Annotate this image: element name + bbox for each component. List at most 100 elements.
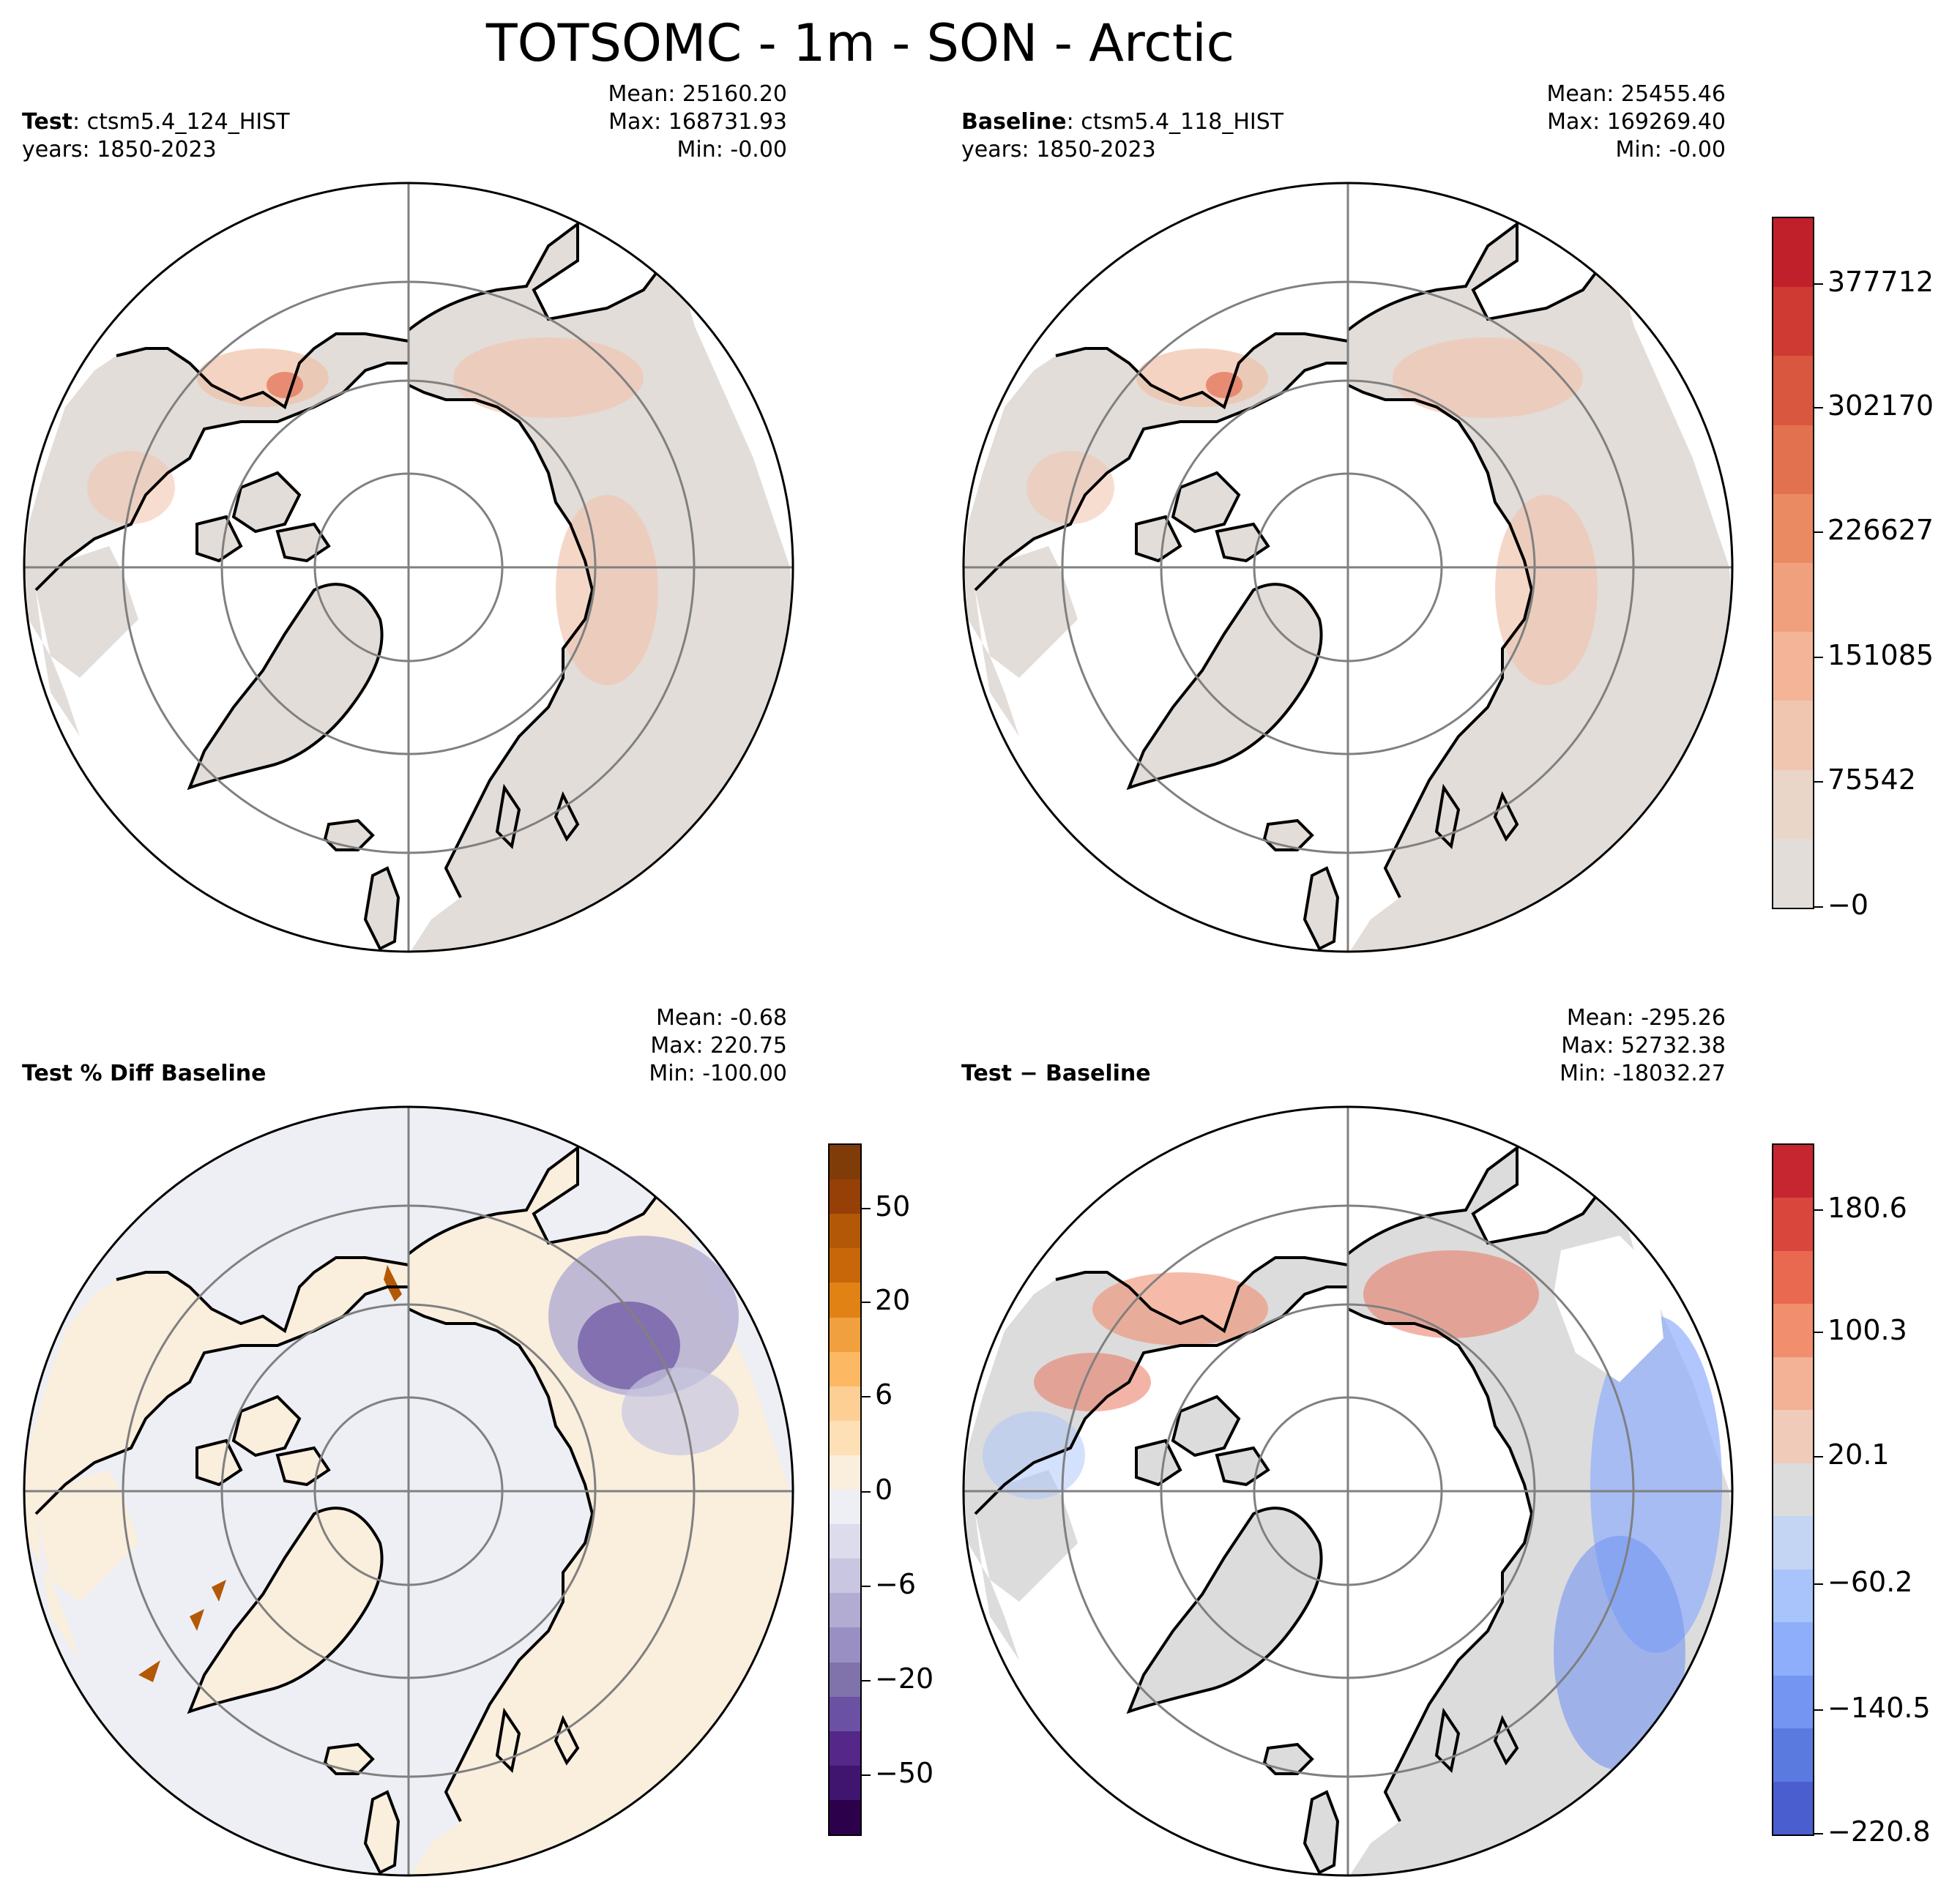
pct-colorbar-tick-label: 0 bbox=[875, 1474, 893, 1506]
pct-colorbar-band bbox=[830, 1696, 860, 1733]
baseline-label-bold: Baseline bbox=[961, 109, 1067, 135]
diff-colorbar-band bbox=[1773, 1463, 1813, 1518]
pct-colorbar-tick bbox=[862, 1208, 871, 1209]
baseline-map bbox=[962, 182, 1734, 953]
pct-colorbar-tick-label: −50 bbox=[875, 1757, 934, 1789]
pct-colorbar-band bbox=[830, 1455, 860, 1491]
pct-colorbar-tick bbox=[862, 1586, 871, 1587]
pct-colorbar-band bbox=[830, 1765, 860, 1802]
pct-colorbar-band bbox=[830, 1317, 860, 1354]
diff-colorbar-band bbox=[1773, 1198, 1813, 1253]
diff-colorbar-tick bbox=[1814, 1332, 1823, 1333]
test-label-case: : ctsm5.4_124_HIST bbox=[72, 109, 290, 135]
abs-colorbar-band bbox=[1773, 218, 1813, 288]
diff-colorbar-tick-label: 100.3 bbox=[1827, 1314, 1907, 1346]
pct-colorbar-tick bbox=[862, 1302, 871, 1303]
abs-colorbar-tick-label: 302170 bbox=[1827, 389, 1934, 422]
pct-colorbar-tick-label: 6 bbox=[875, 1378, 893, 1411]
abs-colorbar-tick bbox=[1814, 906, 1823, 908]
pct-colorbar-band bbox=[830, 1351, 860, 1388]
diff-colorbar-band bbox=[1773, 1356, 1813, 1411]
pct-colorbar-tick-label: 20 bbox=[875, 1284, 911, 1316]
pctdiff-max: Max: 220.75 bbox=[650, 1033, 787, 1059]
diff-colorbar-band bbox=[1773, 1622, 1813, 1677]
test-max: Max: 168731.93 bbox=[608, 109, 787, 135]
abs-colorbar-band bbox=[1773, 632, 1813, 703]
pct-colorbar-band bbox=[830, 1179, 860, 1216]
diff-min: Min: -18032.27 bbox=[1560, 1061, 1726, 1086]
test-label-bold: Test bbox=[22, 109, 73, 135]
abs-colorbar-tick-label: 377712 bbox=[1827, 266, 1934, 298]
test-mean: Mean: 25160.20 bbox=[608, 81, 787, 107]
pct-colorbar-band bbox=[830, 1799, 860, 1834]
abs-colorbar-tick-label: −0 bbox=[1827, 889, 1869, 921]
abs-colorbar-tick bbox=[1814, 531, 1823, 533]
pctdiff-label-text: Test % Diff Baseline bbox=[22, 1061, 267, 1086]
abs-colorbar-band bbox=[1773, 701, 1813, 772]
pct-colorbar-band bbox=[830, 1490, 860, 1526]
abs-colorbar-tick-label: 151085 bbox=[1827, 639, 1934, 671]
abs-colorbar-band bbox=[1773, 356, 1813, 427]
diff-label: Test − Baseline bbox=[961, 1060, 1151, 1088]
pct-colorbar-tick bbox=[862, 1680, 871, 1681]
diff-colorbar-band bbox=[1773, 1410, 1813, 1465]
pct-colorbar-band bbox=[830, 1731, 860, 1767]
abs-colorbar-tick-label: 226627 bbox=[1827, 514, 1934, 546]
diff-colorbar-tick bbox=[1814, 1583, 1823, 1585]
pct-colorbar-tick bbox=[862, 1396, 871, 1397]
diff-colorbar-tick-label: −220.8 bbox=[1827, 1815, 1931, 1848]
pct-colorbar-band bbox=[830, 1662, 860, 1698]
pct-colorbar-band bbox=[830, 1214, 860, 1250]
pct-colorbar-band bbox=[830, 1248, 860, 1285]
pctdiff-label: Test % Diff Baseline bbox=[22, 1060, 267, 1088]
diff-colorbar-band bbox=[1773, 1145, 1813, 1199]
diff-stats: Mean: -295.26 Max: 52732.38 Min: -18032.… bbox=[1560, 1004, 1726, 1088]
diff-colorbar-tick-label: 20.1 bbox=[1827, 1438, 1890, 1471]
pct-colorbar-band bbox=[830, 1627, 860, 1664]
pct-colorbar-tick-label: 50 bbox=[875, 1190, 911, 1223]
pct-colorbar bbox=[828, 1143, 862, 1836]
diff-colorbar-band bbox=[1773, 1728, 1813, 1783]
diff-colorbar-tick bbox=[1814, 1209, 1823, 1211]
diff-max: Max: 52732.38 bbox=[1561, 1033, 1726, 1059]
pct-colorbar-band bbox=[830, 1524, 860, 1561]
pctdiff-mean: Mean: -0.68 bbox=[655, 1005, 787, 1031]
abs-colorbar-tick bbox=[1814, 781, 1823, 783]
test-min: Min: -0.00 bbox=[677, 137, 788, 163]
abs-colorbar-band bbox=[1773, 769, 1813, 840]
baseline-stats: Mean: 25455.46 Max: 169269.40 Min: -0.00 bbox=[1546, 81, 1726, 164]
diff-colorbar-band bbox=[1773, 1675, 1813, 1730]
pctdiff-stats: Mean: -0.68 Max: 220.75 Min: -100.00 bbox=[649, 1004, 787, 1088]
diff-colorbar-tick-label: −60.2 bbox=[1827, 1566, 1913, 1598]
diff-label-text: Test − Baseline bbox=[961, 1061, 1151, 1086]
diff-colorbar-band bbox=[1773, 1569, 1813, 1624]
diff-colorbar-band bbox=[1773, 1516, 1813, 1571]
abs-colorbar-band bbox=[1773, 838, 1813, 908]
diff-mean: Mean: -295.26 bbox=[1566, 1005, 1726, 1031]
diff-colorbar-tick bbox=[1814, 1833, 1823, 1834]
baseline-min: Min: -0.00 bbox=[1615, 137, 1726, 163]
pct-colorbar-band bbox=[830, 1145, 860, 1181]
abs-colorbar-band bbox=[1773, 563, 1813, 633]
diff-colorbar-band bbox=[1773, 1781, 1813, 1834]
diff-colorbar bbox=[1772, 1143, 1814, 1836]
diff-colorbar-tick-label: −140.5 bbox=[1827, 1692, 1931, 1724]
diff-colorbar-band bbox=[1773, 1304, 1813, 1359]
pct-colorbar-band bbox=[830, 1559, 860, 1595]
pct-colorbar-tick-label: −6 bbox=[875, 1568, 917, 1600]
pct-colorbar-band bbox=[830, 1420, 860, 1457]
abs-colorbar bbox=[1772, 217, 1814, 909]
abs-colorbar-tick bbox=[1814, 407, 1823, 408]
abs-colorbar-tick-label: 75542 bbox=[1827, 764, 1916, 796]
abs-colorbar-tick bbox=[1814, 657, 1823, 658]
diff-map bbox=[962, 1105, 1734, 1877]
test-stats: Mean: 25160.20 Max: 168731.93 Min: -0.00 bbox=[608, 81, 787, 164]
pct-colorbar-band bbox=[830, 1593, 860, 1630]
pctdiff-map bbox=[23, 1105, 794, 1877]
abs-colorbar-band bbox=[1773, 425, 1813, 496]
pct-colorbar-tick bbox=[862, 1774, 871, 1776]
test-map bbox=[23, 182, 794, 953]
baseline-years: years: 1850-2023 bbox=[961, 137, 1156, 163]
figure-title: TOTSOMC - 1m - SON - Arctic bbox=[485, 13, 1235, 73]
pct-colorbar-tick-label: −20 bbox=[875, 1662, 934, 1695]
